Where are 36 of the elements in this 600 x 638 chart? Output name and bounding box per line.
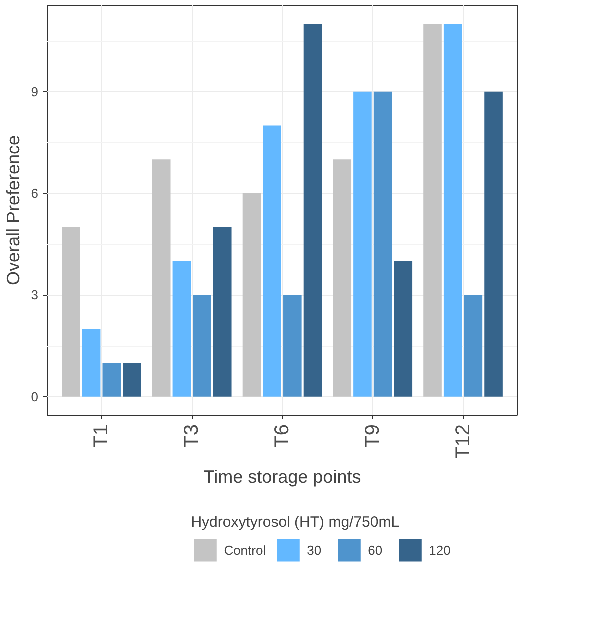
bar: [172, 261, 192, 397]
legend-label: 30: [307, 542, 323, 558]
legend-label: Control: [224, 542, 266, 558]
y-tick-label: 0: [31, 389, 39, 404]
bar: [123, 362, 142, 397]
bar: [213, 227, 232, 397]
bar: [102, 362, 122, 397]
bar: [242, 194, 262, 397]
x-tick-label: T9: [362, 424, 384, 448]
x-axis-title: Time storage points: [204, 466, 362, 487]
bar: [82, 329, 101, 397]
x-tick-label: T3: [181, 424, 204, 448]
y-tick-label: 6: [31, 186, 39, 202]
bar: [484, 92, 503, 397]
bar: [333, 160, 352, 397]
bar: [193, 295, 212, 397]
x-tick-label: T6: [272, 424, 294, 448]
bar: [464, 295, 483, 397]
x-tick-label: T12: [452, 424, 474, 459]
x-tick-label: T1: [90, 424, 113, 448]
bar: [444, 24, 462, 397]
bar: [354, 92, 372, 397]
bar: [284, 295, 302, 397]
y-tick-label: 9: [31, 84, 39, 100]
bar: [304, 24, 322, 397]
bar: [263, 126, 282, 397]
bar: [394, 261, 413, 397]
y-tick-label: 3: [31, 288, 39, 303]
bar: [424, 24, 442, 397]
bar: [62, 227, 80, 397]
bar: [152, 160, 171, 397]
legend-title: Hydroxytyrosol (HT) mg/750mL: [191, 514, 401, 531]
legend-label: 60: [368, 542, 384, 558]
bar: [374, 92, 392, 397]
legend-label: 120: [429, 542, 451, 558]
y-axis-title: Overall Preference: [3, 135, 24, 286]
